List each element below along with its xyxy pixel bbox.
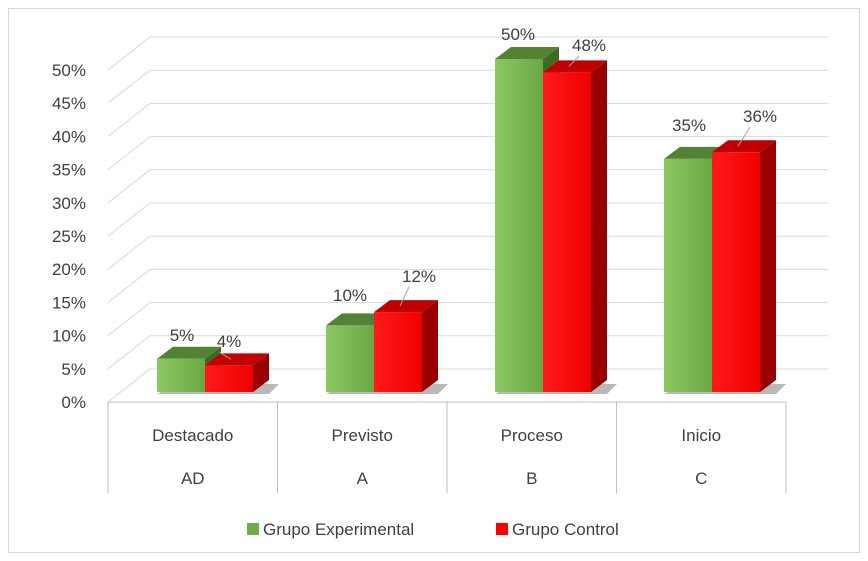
category-code-label: A xyxy=(357,469,369,488)
leader-line xyxy=(218,351,232,360)
legend-swatch xyxy=(247,523,259,535)
legend: Grupo Experimental Grupo Control xyxy=(247,520,619,539)
y-tick-label: 5% xyxy=(61,360,86,379)
bar-grupo-experimental xyxy=(326,325,374,392)
y-tick-label: 40% xyxy=(52,127,86,146)
x-axis: Destacado AD Previsto A Proceso B Inicio C xyxy=(107,402,787,493)
data-label: 10% xyxy=(333,286,367,305)
category-code-label: B xyxy=(526,469,537,488)
category-code-label: C xyxy=(695,469,707,488)
gridline xyxy=(107,102,828,137)
y-tick-label: 10% xyxy=(52,327,86,346)
leader-line xyxy=(737,126,751,147)
data-label: 36% xyxy=(743,107,777,126)
data-label: 50% xyxy=(501,25,535,44)
bar-side xyxy=(253,353,269,392)
bar-side xyxy=(422,300,438,392)
y-axis: 0% 5% 10% 15% 20% 25% 30% 35% 40% 45% 50% xyxy=(52,61,86,412)
y-tick-label: 35% xyxy=(52,161,86,180)
bar-top xyxy=(495,47,559,59)
category-label: Proceso xyxy=(501,426,563,445)
gridline xyxy=(107,69,828,104)
bar-grupo-experimental xyxy=(495,59,543,392)
legend-label: Grupo Control xyxy=(512,520,619,539)
data-labels: 5% 4% 10% 12% 50% 48% 35% 36% xyxy=(170,25,777,360)
y-tick-label: 50% xyxy=(52,61,86,80)
bar-side xyxy=(591,60,607,392)
leader-line xyxy=(399,286,410,307)
data-label: 5% xyxy=(170,326,195,345)
data-label: 4% xyxy=(217,332,242,351)
y-tick-label: 25% xyxy=(52,227,86,246)
bar-top xyxy=(157,346,221,359)
y-tick-label: 15% xyxy=(52,293,86,312)
category-label: Previsto xyxy=(332,426,393,445)
bar-side xyxy=(760,140,776,392)
bar-grupo-control xyxy=(712,152,760,392)
bar-top xyxy=(205,353,269,366)
y-tick-label: 45% xyxy=(52,94,86,113)
y-tick-label: 30% xyxy=(52,194,86,213)
data-label: 35% xyxy=(672,116,706,135)
leader-line xyxy=(568,55,580,67)
bar-grupo-control xyxy=(374,312,422,392)
bar-top xyxy=(712,140,776,153)
legend-swatch xyxy=(496,523,508,535)
data-label: 12% xyxy=(402,267,436,286)
bar-grupo-experimental xyxy=(157,358,205,392)
bar-top xyxy=(543,60,607,73)
data-label: 48% xyxy=(572,36,606,55)
bars xyxy=(157,47,786,394)
gridline xyxy=(107,36,828,71)
category-label: Destacado xyxy=(152,426,233,445)
y-tick-label: 0% xyxy=(61,393,86,412)
category-code-label: AD xyxy=(181,469,205,488)
category-label: Inicio xyxy=(681,426,721,445)
bar-top xyxy=(374,300,438,313)
y-tick-label: 20% xyxy=(52,260,86,279)
bar-grupo-control xyxy=(205,365,253,392)
legend-label: Grupo Experimental xyxy=(263,520,414,539)
bar-grupo-experimental xyxy=(664,158,712,392)
bar-grupo-control xyxy=(543,72,591,392)
